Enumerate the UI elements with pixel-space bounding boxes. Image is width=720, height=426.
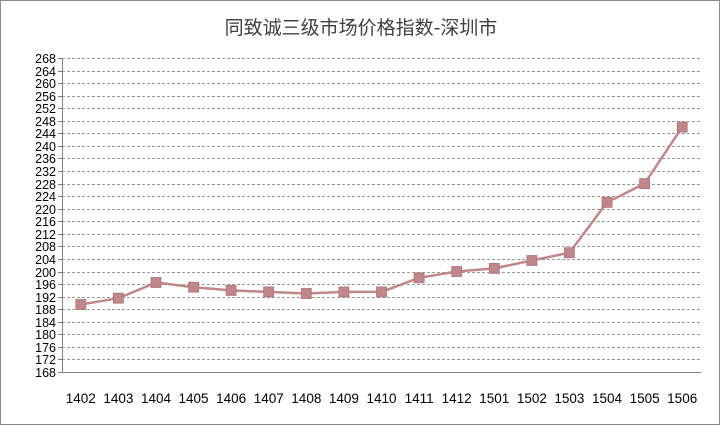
data-point-marker [263, 286, 275, 298]
y-tick-label: 196 [35, 278, 56, 292]
x-tick-label: 1408 [291, 391, 321, 406]
x-tick-label: 1403 [103, 391, 133, 406]
y-tick-label: 172 [35, 353, 56, 367]
data-point-marker [451, 266, 463, 277]
y-tick-label: 260 [35, 77, 56, 91]
data-point-marker [676, 121, 688, 133]
y-tick-label: 252 [35, 102, 56, 116]
y-tick-label: 224 [35, 190, 56, 204]
x-tick-label: 1502 [517, 391, 547, 406]
y-tick-label: 184 [35, 316, 56, 330]
y-tick-label: 244 [35, 127, 56, 141]
data-point-marker [639, 178, 650, 190]
y-tick-label: 248 [35, 115, 56, 129]
data-point-marker [488, 262, 500, 274]
y-tick-label: 232 [35, 165, 56, 179]
y-tick-label: 188 [35, 303, 56, 317]
x-tick-label: 1406 [216, 391, 246, 406]
y-tick-label: 180 [35, 328, 56, 342]
x-axis-ticks: 1402 1403 1404 1405 1406 1407 1408 1409 1410 1411… [66, 391, 697, 406]
x-tick-label: 1404 [141, 391, 172, 406]
data-point-marker [413, 272, 425, 284]
series-line [80, 126, 684, 306]
x-tick-label: 1407 [254, 391, 284, 406]
y-tick-label: 240 [35, 140, 56, 154]
y-tick-label: 208 [35, 240, 56, 254]
y-tick-label: 216 [35, 215, 56, 229]
series-layer [75, 121, 688, 310]
x-tick-label: 1405 [179, 391, 209, 406]
y-tick-label: 268 [35, 52, 56, 66]
x-tick-label: 1410 [366, 391, 396, 406]
y-tick-label: 264 [35, 65, 56, 79]
y-tick-label: 200 [35, 266, 56, 280]
x-tick-label: 1409 [329, 391, 359, 406]
x-tick-label: 1504 [592, 391, 623, 406]
gridlines [62, 58, 701, 360]
y-tick-label: 212 [35, 228, 56, 242]
x-tick-label: 1501 [479, 391, 509, 406]
axes [58, 58, 701, 373]
data-point-marker [150, 277, 162, 288]
data-point-marker [113, 292, 124, 304]
data-point-marker [376, 286, 387, 298]
y-tick-label: 204 [35, 253, 56, 267]
y-tick-label: 236 [35, 152, 56, 166]
data-point-marker [75, 299, 87, 310]
y-tick-label: 228 [35, 178, 56, 192]
x-tick-label: 1505 [630, 391, 660, 406]
data-point-marker [601, 196, 613, 208]
x-tick-label: 1412 [442, 391, 472, 406]
x-tick-label: 1411 [405, 391, 434, 406]
x-tick-label: 1402 [66, 391, 96, 406]
y-tick-label: 256 [35, 90, 56, 104]
y-tick-label: 220 [35, 203, 56, 217]
data-point-marker [564, 247, 575, 259]
y-tick-label: 168 [35, 366, 56, 380]
y-tick-label: 192 [35, 291, 56, 305]
x-tick-label: 1503 [554, 391, 584, 406]
data-point-marker [338, 286, 350, 298]
data-point-marker [188, 281, 200, 293]
data-point-marker [300, 288, 312, 299]
chart-title: 同致诚三级市场价格指数-深圳市 [225, 17, 498, 39]
y-tick-label: 176 [35, 341, 56, 355]
x-tick-label: 1506 [667, 391, 697, 406]
y-axis-ticks: 1681721761801841881921962002042082122162… [35, 52, 56, 380]
data-point-marker [225, 284, 237, 296]
data-point-marker [526, 255, 538, 266]
